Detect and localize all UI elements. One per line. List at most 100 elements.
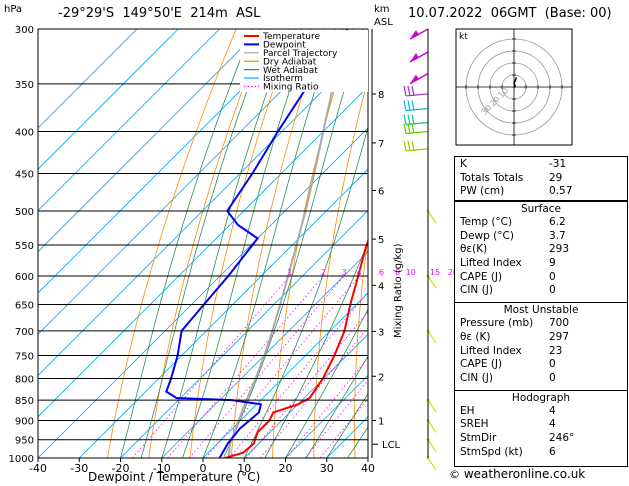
wind-pennant [410,30,419,39]
x-tick-label: -40 [29,462,47,475]
dewpoint-line [165,29,349,458]
km-tick-label: 1 [378,416,384,427]
stats-panel: Surface Temp (°C) 6.2 Dewp (°C) 3.7 θε(K) 2… [454,201,628,467]
x-tick-label: 0 [200,462,207,475]
mixing-ratio-label: 2 [321,268,326,277]
lcl-label: LCL [382,440,401,451]
mu-row: Pressure (mb) 700 [460,317,570,330]
mixing-ratio-line [205,275,360,458]
mu-row: CAPE (J) 0 [460,358,556,371]
isotherm-line [202,292,368,458]
km-tick-label: 8 [378,90,384,101]
index-row-pw: PW (cm) 0.57 [460,185,573,198]
mu-row: Lifted Index 23 [460,344,563,357]
legend-label: Wet Adiabat [263,66,318,76]
isotherm-line [38,29,179,170]
mixing-ratio-label: 8 [395,268,400,277]
wind-barb-tick [407,85,411,97]
wind-barb-tick [403,114,407,125]
pressure-tick-label: 900 [15,416,34,427]
surface-title: Surface [520,203,561,215]
wind-barb-tick [411,100,415,111]
surface-section: Surface Temp (°C) 6.2 Dewp (°C) 3.7 θε(K) 2… [455,202,627,298]
surface-row: Lifted Index 9 [460,257,556,270]
km-tick-label: 7 [378,139,384,150]
wind-pennant [410,74,419,84]
wind-barb [427,275,437,289]
isotherm-line [243,333,368,458]
x-axis-label: Dewpoint / Temperature (°C) [88,470,261,484]
wet-adiabat-line [120,29,253,458]
location-title: -29°29'S 149°50'E 214m ASL [58,6,261,21]
wind-pennant [410,52,419,62]
wind-barb-tick [403,100,407,111]
x-tick-label: 20 [279,462,293,475]
surface-row: Temp (°C) 6.2 [460,216,566,228]
isotherm-line [38,29,303,294]
pressure-unit-label: hPa [4,4,23,15]
most-unstable-section: Most Unstable Pressure (mb) 700 θε (K) 297… [455,302,627,385]
mixing-ratio-line [304,379,368,458]
mixing-ratio-label: 4 [357,268,362,277]
surface-row: Dewp (°C) 3.7 [460,229,566,242]
isotherm-line [38,86,368,418]
mixing-ratio-label: 6 [379,268,384,277]
most-unstable-title: Most Unstable [503,304,579,317]
hodo-row: StmSpd (kt) 6 [460,445,556,458]
wind-barb [427,399,437,413]
legend-label: Mixing Ratio [263,83,319,93]
wind-barb-tick [407,140,411,152]
wind-barb [427,439,437,453]
legend-box [240,30,368,92]
x-tick-label: 30 [320,462,334,475]
temperature-line [225,239,368,458]
wet-adiabat-line [305,355,368,458]
mixing-ratio-label: 20 [448,268,458,277]
km-tick-label: 4 [378,281,384,292]
wind-barb [427,457,437,471]
pressure-tick-label: 400 [15,128,34,139]
wind-barb-tick [411,114,415,125]
km-tick-label: 6 [378,186,384,197]
site-name: weatheronline.co.uk [463,467,586,481]
pressure-tick-label: 800 [15,374,34,385]
wet-adiabat-line [285,308,368,458]
wind-barb [427,330,437,344]
legend-label: Dry Adiabat [263,57,317,67]
mixing-ratio-line [132,275,291,458]
isotherm-line [38,29,138,129]
pressure-tick-label: 950 [15,436,34,447]
x-tick-label: 40 [361,462,375,475]
index-row-totals: Totals Totals 29 [460,171,563,184]
mixing-ratio-label: 15 [430,268,440,277]
wind-barb-tick [411,140,415,152]
pressure-tick-label: 350 [15,80,34,91]
index-row-k: K -31 [460,158,567,170]
mu-row: θε (K) 297 [460,330,570,343]
wind-barb-tick [403,140,407,152]
site-credit[interactable]: © weatheronline.co.uk [449,467,585,481]
mixing-ratio-label: 3 [341,268,346,277]
isotherm-line [285,374,368,458]
hodo-row: EH 4 [460,404,556,417]
dry-adiabat-line [107,29,237,458]
pressure-tick-label: 1000 [9,454,34,465]
hodograph-unit-label: kt [459,32,468,42]
isotherm-line [38,29,344,335]
pressure-tick-label: 650 [15,301,34,312]
hodo-row: StmDir 246° [460,431,575,444]
x-tick-label: 10 [237,462,251,475]
pressure-tick-label: 750 [15,351,34,362]
pressure-tick-label: 600 [15,272,34,283]
mixing-ratio-line [246,311,368,458]
wind-barb [427,210,437,224]
x-tick-label: -30 [70,462,88,475]
mu-row: CIN (J) 0 [460,371,556,384]
height-unit-asl: ASL [374,17,393,28]
km-tick-label: 3 [378,327,384,338]
height-unit-km: km [374,4,390,15]
isotherm-line [161,251,368,458]
wind-barb-tick [411,85,415,97]
pressure-tick-label: 700 [15,327,34,338]
